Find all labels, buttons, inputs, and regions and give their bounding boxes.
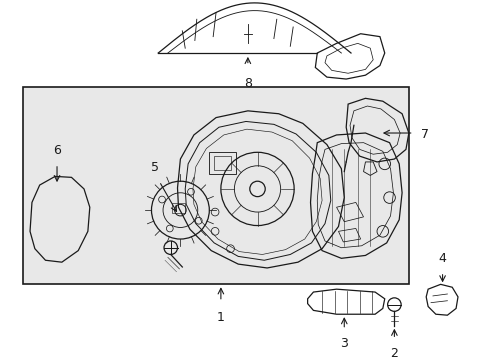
Text: 8: 8 (244, 77, 251, 90)
Text: 3: 3 (340, 337, 347, 350)
Text: 5: 5 (151, 162, 159, 175)
Bar (23, 87, 408, 284)
Text: 1: 1 (217, 311, 224, 324)
Bar (214, 156, 231, 170)
Text: 7: 7 (421, 129, 428, 141)
Text: 2: 2 (389, 347, 398, 360)
Text: 6: 6 (53, 144, 61, 157)
Bar (209, 152, 236, 174)
Text: 4: 4 (438, 252, 446, 265)
Bar (171, 203, 185, 213)
